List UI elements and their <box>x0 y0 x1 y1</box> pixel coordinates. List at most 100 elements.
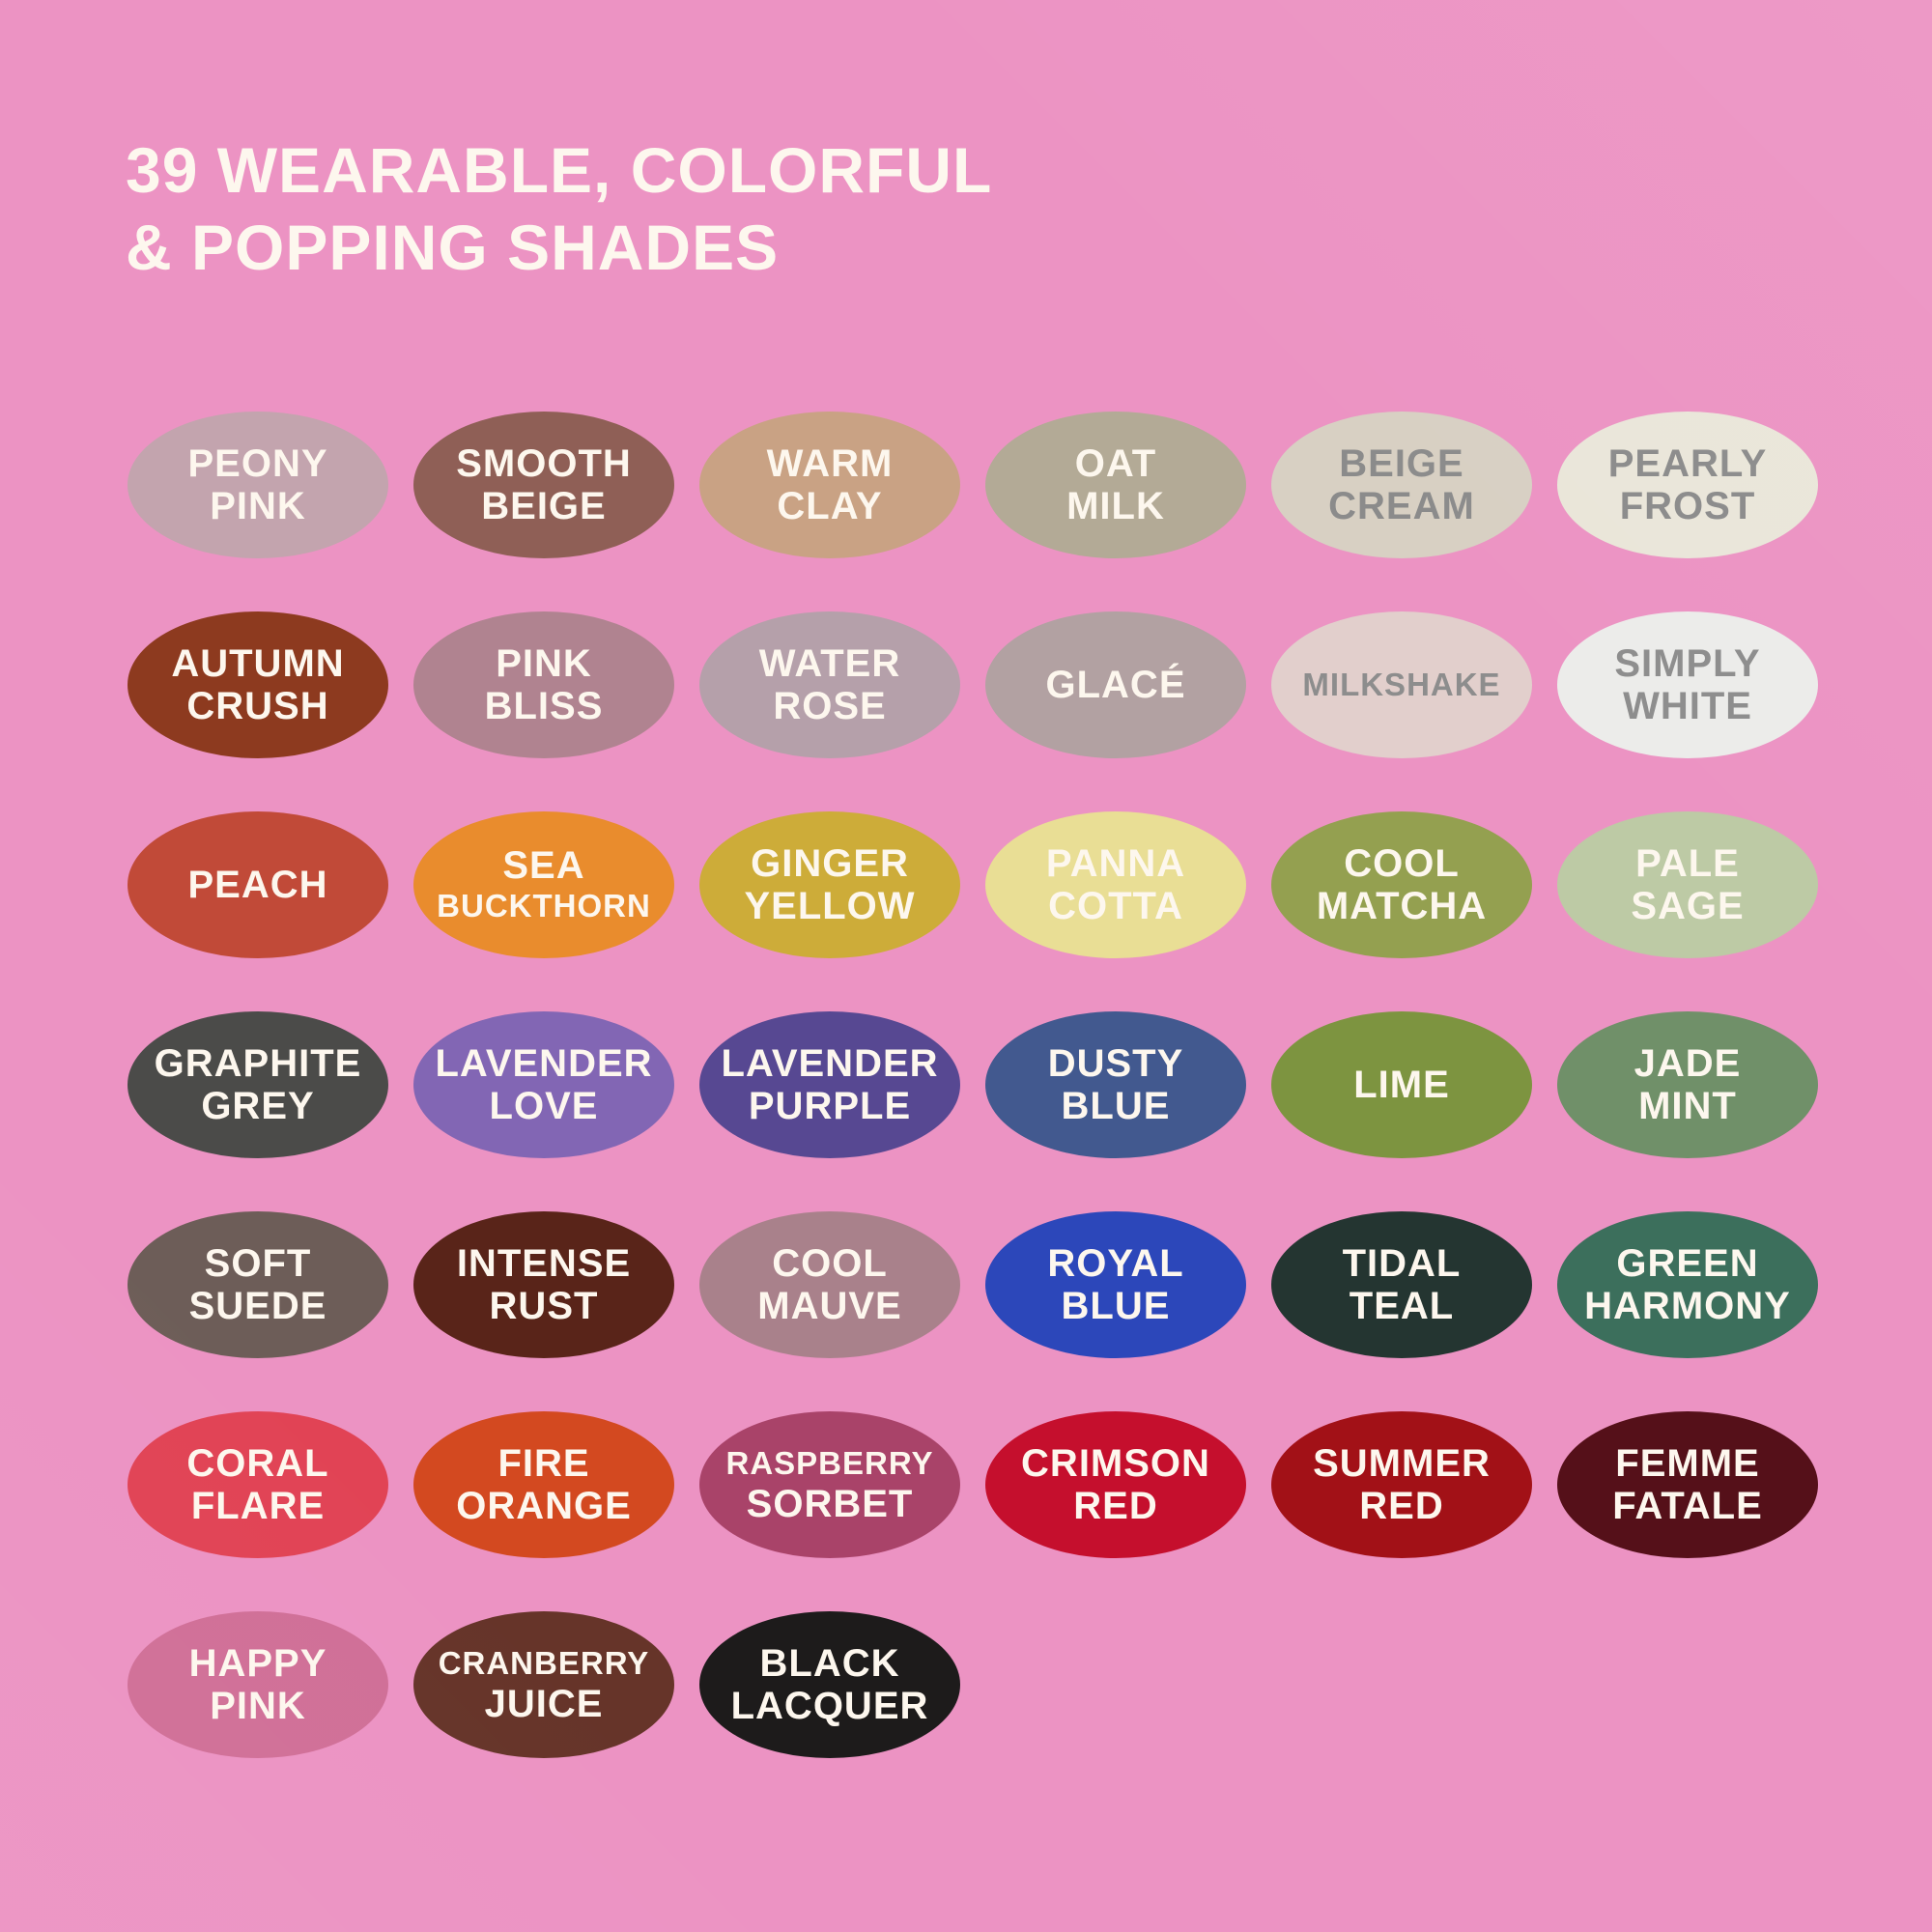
color-swatch: PANNA COTTA <box>985 811 1246 958</box>
page-title-line-2: & POPPING SHADES <box>126 212 780 284</box>
swatch-label-line: GREEN <box>1616 1242 1759 1285</box>
color-swatch: CORAL FLARE <box>128 1411 388 1558</box>
swatch-label-line: INTENSE <box>456 1242 632 1285</box>
color-swatch: LIME <box>1271 1011 1532 1158</box>
swatch-label-line: LACQUER <box>730 1685 929 1727</box>
swatch-label-line: WARM <box>766 442 894 485</box>
swatch-label-line: YELLOW <box>744 885 916 927</box>
swatch-label-line: RASPBERRY <box>725 1445 934 1481</box>
swatch-label-line: FEMME <box>1615 1442 1760 1485</box>
swatch-label-line: ROYAL <box>1047 1242 1184 1285</box>
swatch-label-line: BLISS <box>484 685 604 727</box>
swatch-label-line: LAVENDER <box>435 1042 653 1085</box>
swatch-label-line: MINT <box>1638 1085 1737 1127</box>
swatch-label-line: AUTUMN <box>171 642 345 685</box>
swatch-label-line: SAGE <box>1631 885 1745 927</box>
swatch-label-line: TIDAL <box>1342 1242 1462 1285</box>
color-swatch: PEARLY FROST <box>1557 412 1818 558</box>
swatch-label-line: OAT <box>1074 442 1157 485</box>
swatch-label-line: FLARE <box>190 1485 326 1527</box>
swatch-label-line: RUST <box>489 1285 599 1327</box>
color-swatch: HAPPY PINK <box>128 1611 388 1758</box>
swatch-label-line: HARMONY <box>1584 1285 1791 1327</box>
color-swatch: SMOOTH BEIGE <box>413 412 674 558</box>
color-swatch: GLACÉ <box>985 611 1246 758</box>
color-swatch: JADE MINT <box>1557 1011 1818 1158</box>
swatch-label-line: LOVE <box>489 1085 599 1127</box>
swatch-label-line: BLACK <box>759 1642 900 1685</box>
swatch-label-line: BEIGE <box>481 485 607 527</box>
swatch-label-line: GREY <box>201 1085 315 1127</box>
swatch-label-line: PANNA <box>1045 842 1186 885</box>
swatch-label-line: CRANBERRY <box>438 1645 650 1681</box>
color-swatch: LAVENDER PURPLE <box>699 1011 960 1158</box>
swatch-label-line: PINK <box>496 642 592 685</box>
swatch-label-line: COOL <box>772 1242 888 1285</box>
swatch-label-line: HAPPY <box>188 1642 327 1685</box>
color-swatch: GREEN HARMONY <box>1557 1211 1818 1358</box>
swatch-label-line: ORANGE <box>456 1485 632 1527</box>
swatch-label-line: WATER <box>758 642 901 685</box>
color-swatch: ROYAL BLUE <box>985 1211 1246 1358</box>
swatch-label-line: RED <box>1073 1485 1158 1527</box>
color-swatch: AUTUMN CRUSH <box>128 611 388 758</box>
swatch-label-line: GLACÉ <box>1045 664 1186 706</box>
color-swatch: GINGER YELLOW <box>699 811 960 958</box>
swatch-label-line: COTTA <box>1048 885 1183 927</box>
color-swatch: OAT MILK <box>985 412 1246 558</box>
color-swatch: PALE SAGE <box>1557 811 1818 958</box>
color-swatch: DUSTY BLUE <box>985 1011 1246 1158</box>
swatch-label-line: SIMPLY <box>1614 642 1761 685</box>
color-swatch: INTENSE RUST <box>413 1211 674 1358</box>
swatch-label-line: JADE <box>1634 1042 1742 1085</box>
color-swatch: LAVENDER LOVE <box>413 1011 674 1158</box>
swatch-label-line: GRAPHITE <box>154 1042 362 1085</box>
swatch-label-line: BLUE <box>1061 1085 1171 1127</box>
swatch-label-line: BUCKTHORN <box>437 888 651 923</box>
swatch-label-line: SORBET <box>746 1483 914 1525</box>
color-swatch: PINK BLISS <box>413 611 674 758</box>
swatch-label-line: FIRE <box>497 1442 590 1485</box>
swatch-label-line: LIME <box>1353 1064 1450 1106</box>
color-swatch: SIMPLY WHITE <box>1557 611 1818 758</box>
swatch-label-line: CRIMSON <box>1021 1442 1210 1485</box>
color-swatch: COOL MATCHA <box>1271 811 1532 958</box>
color-swatch: SOFT SUEDE <box>128 1211 388 1358</box>
swatch-label-line: COOL <box>1344 842 1460 885</box>
swatch-label-line: ROSE <box>773 685 887 727</box>
swatch-label-line: DUSTY <box>1047 1042 1184 1085</box>
color-swatch: WATER ROSE <box>699 611 960 758</box>
swatch-label-line: FROST <box>1619 485 1756 527</box>
swatch-label-line: PINK <box>210 485 306 527</box>
color-swatch: SUMMER RED <box>1271 1411 1532 1558</box>
swatch-grid: PEONY PINK SMOOTH BEIGE WARM CLAY OAT MILK BEIGE… <box>128 412 1818 1758</box>
color-swatch: BEIGE CREAM <box>1271 412 1532 558</box>
swatch-label-line: BLUE <box>1061 1285 1171 1327</box>
color-swatch: FEMME FATALE <box>1557 1411 1818 1558</box>
swatch-label-line: PURPLE <box>748 1085 912 1127</box>
swatch-label-line: SEA <box>502 844 585 887</box>
swatch-label-line: SUMMER <box>1313 1442 1491 1485</box>
swatch-label-line: MAUVE <box>757 1285 902 1327</box>
color-swatch: WARM CLAY <box>699 412 960 558</box>
swatch-label-line: CRUSH <box>186 685 329 727</box>
color-swatch: PEONY PINK <box>128 412 388 558</box>
swatch-label-line: BEIGE <box>1339 442 1464 485</box>
color-swatch: RASPBERRY SORBET <box>699 1411 960 1558</box>
color-swatch: GRAPHITE GREY <box>128 1011 388 1158</box>
color-swatch: SEA BUCKTHORN <box>413 811 674 958</box>
swatch-label-line: PALE <box>1635 842 1740 885</box>
swatch-label-line: MILK <box>1066 485 1165 527</box>
color-swatch: MILKSHAKE <box>1271 611 1532 758</box>
color-swatch: COOL MAUVE <box>699 1211 960 1358</box>
color-swatch: CRIMSON RED <box>985 1411 1246 1558</box>
swatch-label-line: WHITE <box>1623 685 1752 727</box>
swatch-label-line: MILKSHAKE <box>1302 667 1501 702</box>
swatch-label-line: PINK <box>210 1685 306 1727</box>
swatch-label-line: CLAY <box>777 485 883 527</box>
color-swatch: PEACH <box>128 811 388 958</box>
swatch-label-line: PEARLY <box>1607 442 1768 485</box>
swatch-label-line: MATCHA <box>1316 885 1488 927</box>
swatch-label-line: GINGER <box>751 842 909 885</box>
